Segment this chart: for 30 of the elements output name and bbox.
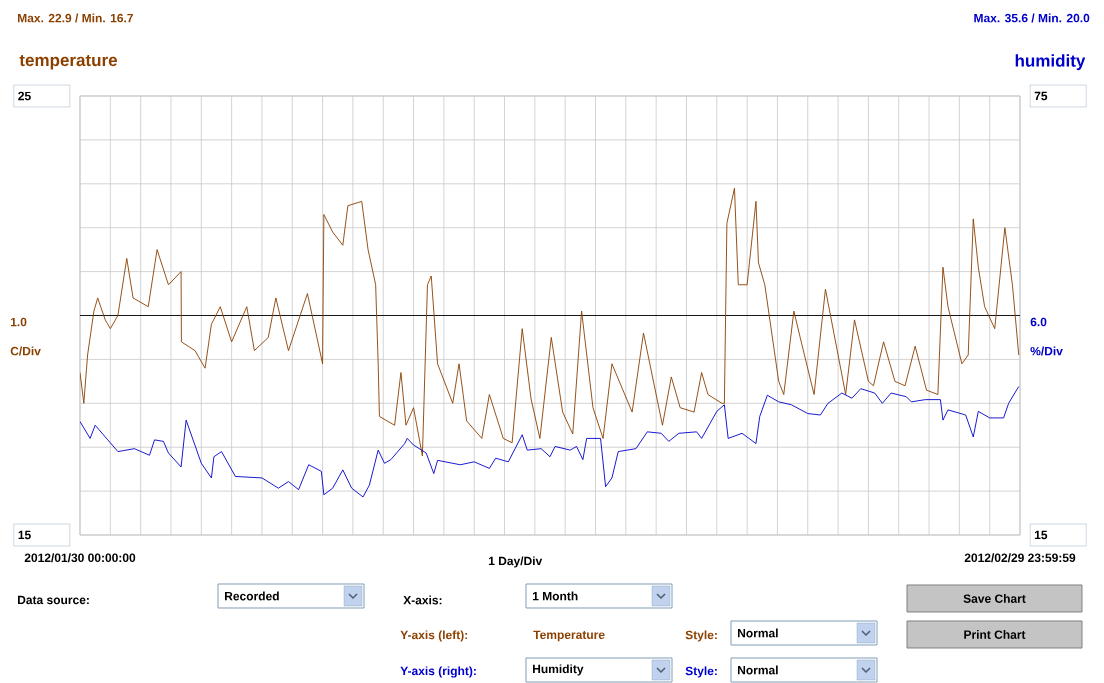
text: 1.0	[10, 317, 27, 327]
x-tick-label: 2012/02/29 23:59:59	[964, 553, 1076, 563]
text: Recorded	[225, 591, 279, 601]
y2-tick-label: 75	[1034, 91, 1048, 101]
y2-axis-title: humidity	[1015, 54, 1086, 71]
text: Style:	[685, 666, 717, 678]
text: Normal	[738, 628, 778, 638]
text: X-axis:	[403, 595, 442, 605]
x-tick-label: 2012/01/30 00:00:00	[24, 553, 136, 563]
text: Save Chart	[963, 594, 1026, 603]
text: 6.0	[1030, 317, 1047, 327]
y-axis-title: temperature	[19, 54, 118, 70]
text: C/Div	[10, 346, 41, 356]
text: Normal	[738, 665, 778, 675]
text: 1 Month	[532, 591, 578, 601]
text: Y-axis (left):	[400, 630, 468, 642]
y-tick-label: 25	[18, 91, 31, 101]
line-series	[80, 386, 1020, 498]
text: Print Chart	[964, 630, 1026, 639]
text: %/Div	[1030, 346, 1063, 356]
text: Max. 35.6 / Min. 20.0	[974, 13, 1090, 23]
line-series	[80, 187, 1020, 457]
y2-tick-label: 15	[1034, 530, 1048, 540]
text: Y-axis (right):	[400, 666, 476, 678]
text: Max. 22.9 / Min. 16.7	[18, 13, 133, 23]
text: Temperature	[533, 630, 605, 642]
text: Humidity	[533, 664, 584, 676]
x-axis-title: 1 Day/Div	[488, 556, 543, 568]
text: Style:	[685, 630, 717, 642]
source-note: Data source:	[18, 595, 89, 605]
